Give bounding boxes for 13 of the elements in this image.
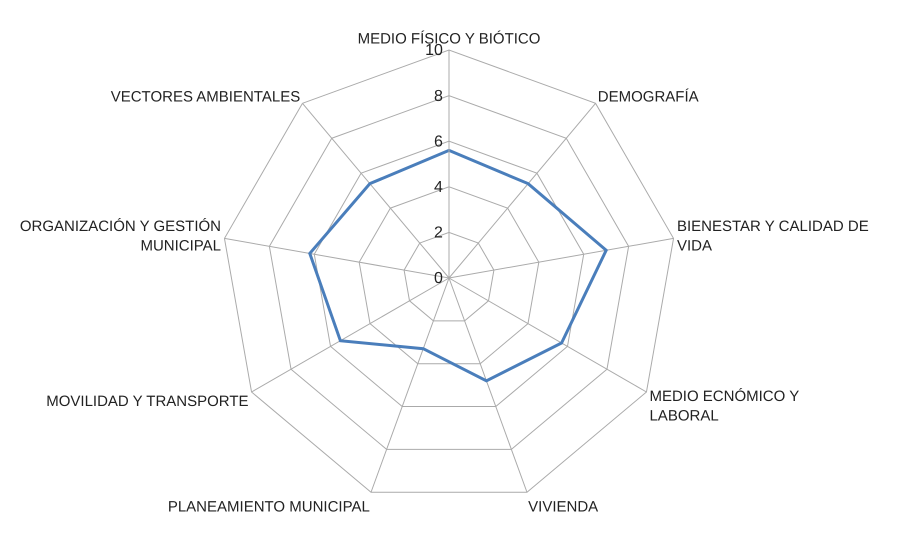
spoke-label: DEMOGRAFÍA	[598, 88, 699, 106]
spoke-label: BIENESTAR Y CALIDAD DE VIDA	[676, 218, 869, 255]
y-tick-label: 4	[434, 179, 443, 196]
y-tick-label: 2	[434, 224, 443, 242]
y-tick-label: 8	[434, 88, 443, 105]
spoke-label: ORGANIZACIÓN Y GESTIÓN MUNICIPAL	[20, 217, 222, 255]
spoke-label: MOVILIDAD Y TRANSPORTE	[46, 392, 249, 410]
spoke-label: MEDIO ECNÓMICO Y LABORAL	[649, 386, 800, 424]
spoke-label: PLANEAMIENTO MUNICIPAL	[168, 498, 370, 516]
y-tick-label: 6	[434, 133, 443, 150]
spoke-label: VECTORES AMBIENTALES	[110, 88, 300, 106]
y-tick-label: 0	[434, 270, 443, 288]
spoke-label: VIVIENDA	[528, 498, 598, 516]
